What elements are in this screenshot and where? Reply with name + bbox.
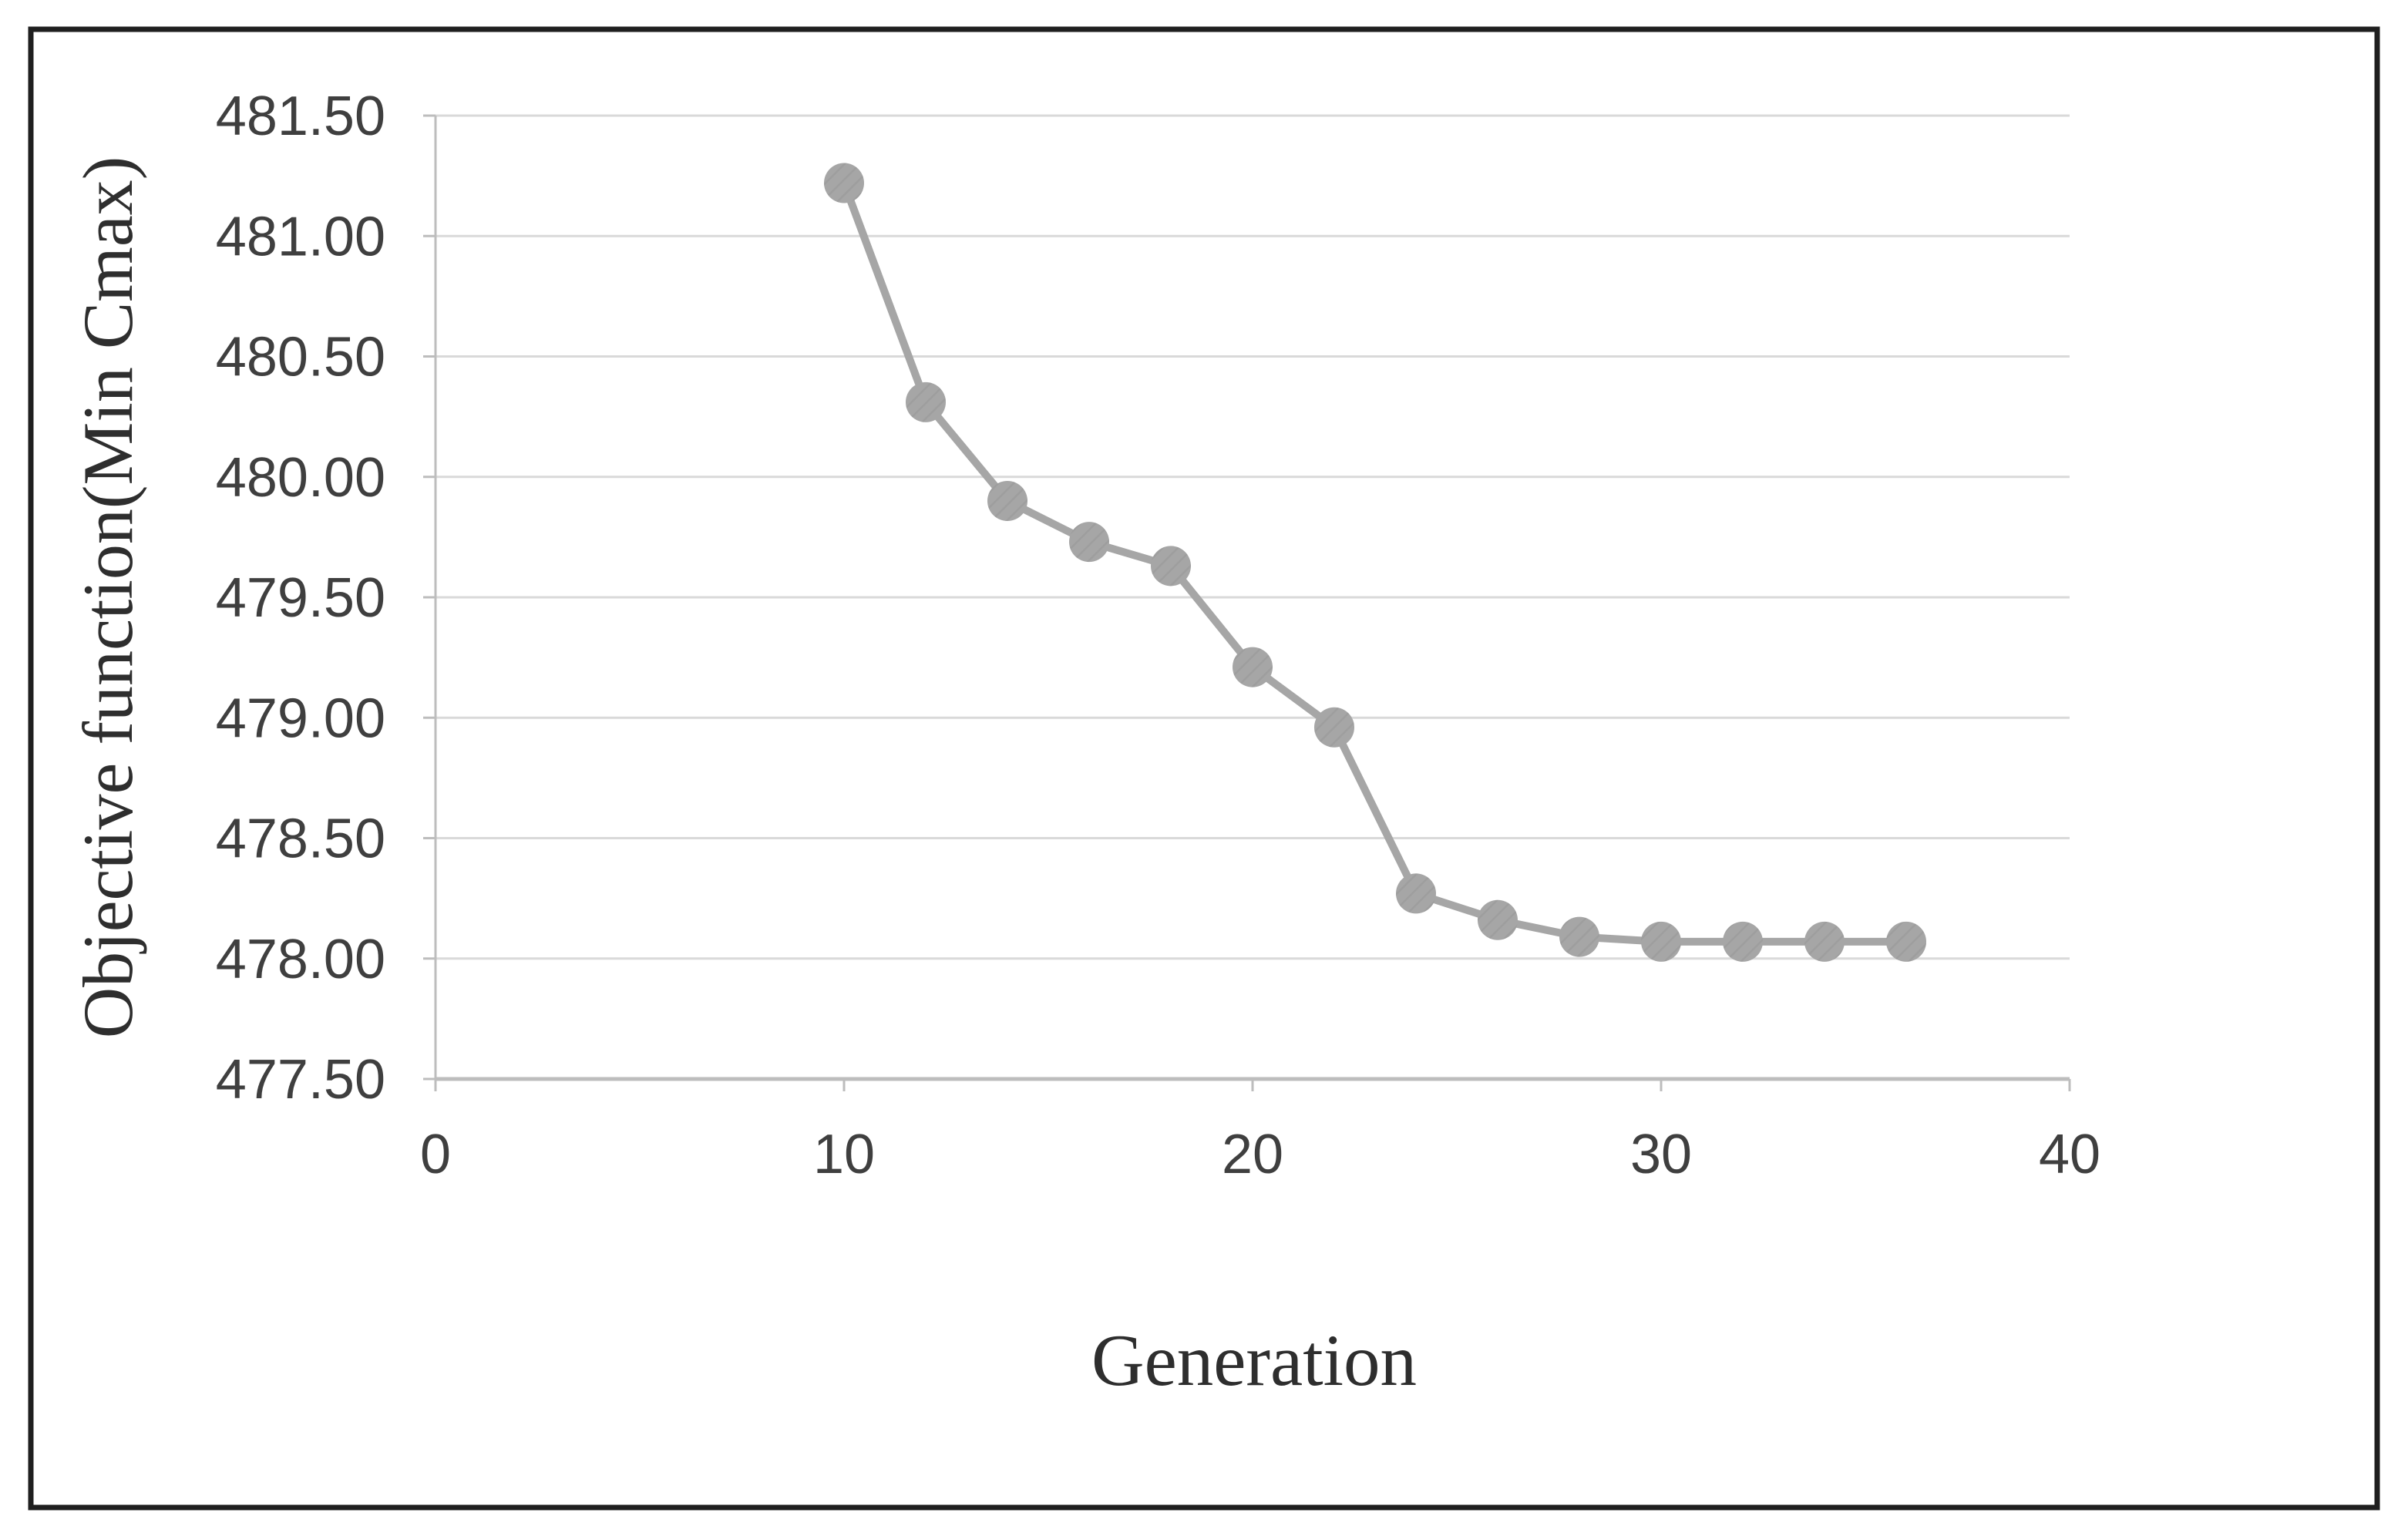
series-layer	[824, 163, 1926, 962]
data-point-marker-texture	[1886, 921, 1926, 962]
data-point-marker-texture	[1723, 921, 1763, 962]
x-tick-label: 40	[2039, 1124, 2100, 1185]
y-tick-label: 478.50	[216, 808, 385, 870]
y-tick-label: 478.00	[216, 929, 385, 990]
x-axis-title: Generation	[1091, 1319, 1417, 1401]
figure-border	[28, 26, 2380, 1511]
axes-layer	[423, 114, 2071, 1091]
y-tick-label: 477.50	[216, 1049, 385, 1111]
series-line	[840, 179, 1910, 946]
y-tick-label: 481.00	[216, 206, 385, 267]
y-tick-label: 480.00	[216, 447, 385, 509]
y-axis-title: Objective function(Min Cmax)	[69, 156, 147, 1039]
data-point-marker-texture	[1069, 522, 1109, 563]
y-tick-label: 480.50	[216, 327, 385, 388]
x-tick-label: 30	[1630, 1124, 1692, 1185]
data-point-marker-texture	[987, 481, 1027, 521]
tick-labels-layer: 481.50 481.00 480.50 480.00 479.50 479.00 478.…	[216, 86, 2100, 1185]
x-tick-label: 0	[420, 1124, 451, 1185]
data-point-marker-texture	[1559, 916, 1599, 957]
y-tick-label: 481.50	[216, 86, 385, 147]
data-point-marker-texture	[824, 163, 864, 203]
data-point-marker-texture	[906, 381, 946, 422]
x-tick-label: 10	[813, 1124, 875, 1185]
data-point-marker-texture	[1641, 921, 1681, 962]
x-tick-label: 20	[1222, 1124, 1283, 1185]
data-point-marker-texture	[1804, 921, 1845, 962]
data-point-marker-texture	[1396, 873, 1436, 914]
y-tick-label: 479.50	[216, 567, 385, 629]
data-point-marker-texture	[1478, 899, 1518, 940]
data-point-marker-texture	[1314, 707, 1354, 748]
y-tick-label: 479.00	[216, 687, 385, 749]
data-point-marker-texture	[1233, 647, 1273, 687]
data-point-marker-texture	[1151, 546, 1191, 587]
